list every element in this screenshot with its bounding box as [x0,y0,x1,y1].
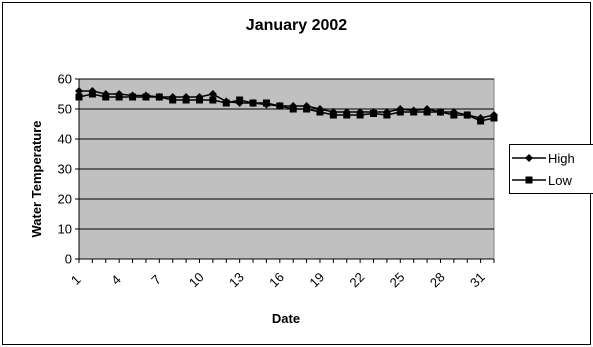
point-low-23 [370,110,378,117]
point-high-11 [208,90,217,98]
x-tick-label-13: 13 [226,269,247,290]
point-low-22 [356,111,364,119]
y-tick-label-50: 50 [58,102,72,117]
point-low-7 [155,93,163,101]
y-axis-label: Water Temperature [29,120,44,237]
y-tick-label-10: 10 [58,222,72,237]
x-tick-label-16: 16 [266,269,287,290]
legend: High Low [509,144,593,194]
point-low-21 [343,111,351,119]
y-tick-label-60: 60 [58,72,72,87]
point-low-5 [129,93,137,101]
legend-marker-low [512,176,546,184]
point-low-29 [450,111,458,119]
point-low-30 [463,111,471,119]
y-tick-label-0: 0 [65,252,72,267]
point-low-15 [262,99,270,107]
point-low-16 [276,102,284,110]
x-tick-label-4: 4 [108,272,124,288]
point-low-32 [490,114,498,122]
point-low-3 [102,93,110,101]
point-low-18 [303,105,311,113]
legend-label-high: High [548,151,575,166]
point-low-14 [249,99,257,107]
x-tick-label-1: 1 [68,272,84,288]
point-low-27 [423,108,431,116]
legend-item-low: Low [510,170,593,190]
legend-item-high: High [510,148,593,168]
legend-marker-high [512,154,546,162]
x-tick-label-19: 19 [306,269,327,290]
point-low-4 [115,93,123,101]
point-low-20 [329,111,337,119]
y-tick-label-20: 20 [58,192,72,207]
x-tick-label-25: 25 [387,269,408,290]
x-tick-label-31: 31 [467,269,488,290]
point-low-11 [209,96,217,104]
point-low-8 [169,96,177,104]
x-tick-label-10: 10 [186,269,207,290]
y-tick-label-30: 30 [58,162,72,177]
point-low-12 [222,99,230,107]
x-tick-label-7: 7 [148,272,164,288]
point-high-1 [75,87,83,95]
point-low-24 [383,111,391,119]
point-low-2 [88,90,96,98]
grid-layer [79,78,494,230]
point-low-25 [396,108,404,116]
point-low-10 [195,96,203,104]
x-tick-label-28: 28 [427,269,448,290]
point-low-1 [75,93,83,101]
point-low-6 [142,93,150,101]
point-low-13 [236,96,244,104]
x-tick-label-22: 22 [347,269,368,290]
point-low-28 [436,108,444,116]
series-layer [75,87,498,125]
point-low-26 [410,108,418,116]
chart-title: January 2002 [245,17,348,34]
point-low-31 [477,117,485,125]
legend-label-low: Low [548,173,572,188]
point-low-9 [182,96,190,104]
point-low-19 [316,108,324,116]
chart-svg: 0 10 20 30 40 50 60 1 4 7 10 13 16 19 22 25 28 31 Date Wa… [29,72,498,326]
y-tick-label-40: 40 [58,132,72,147]
x-axis-label: Date [272,311,300,326]
point-low-17 [289,105,297,113]
